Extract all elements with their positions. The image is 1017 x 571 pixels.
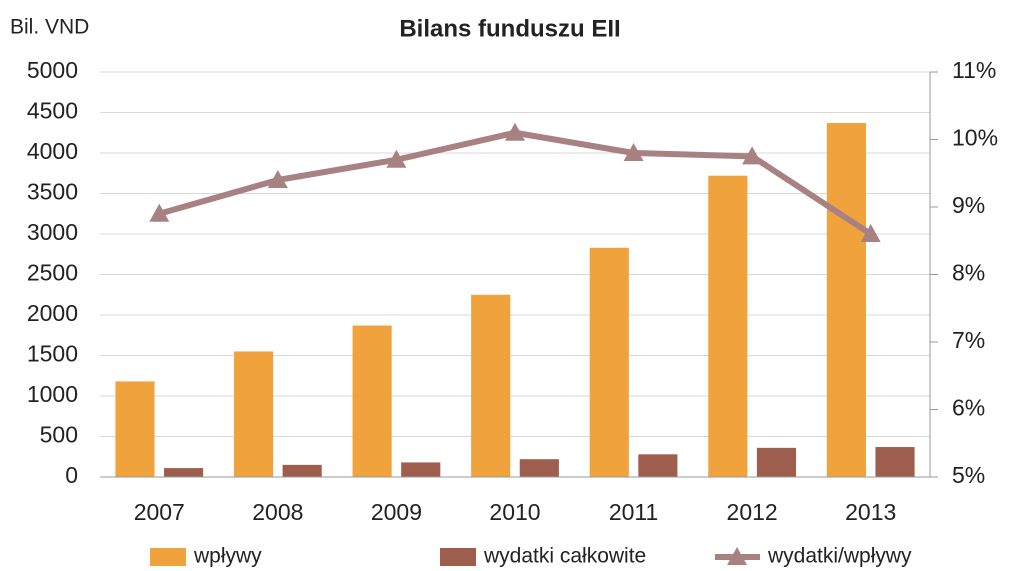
chart-title: Bilans funduszu EII — [399, 15, 620, 42]
y-tick-label: 2000 — [27, 300, 78, 326]
legend-marker — [727, 547, 747, 565]
y2-tick-label: 5% — [952, 462, 985, 488]
bar — [282, 464, 322, 477]
x-tick-label: 2007 — [134, 499, 185, 525]
line-marker — [742, 146, 763, 165]
line-marker — [386, 149, 407, 168]
bar — [638, 454, 678, 477]
line-marker — [623, 143, 644, 161]
x-tick-label: 2010 — [489, 499, 540, 525]
y-tick-label: 2500 — [27, 260, 78, 286]
line — [158, 129, 873, 237]
y2-tick-label: 10% — [952, 125, 998, 151]
y2-tick-label: 7% — [952, 327, 985, 353]
bar — [589, 247, 629, 477]
y-tick-label: 4000 — [27, 138, 78, 164]
bar — [164, 468, 204, 477]
x-tick-label: 2012 — [727, 499, 778, 525]
y-tick-label: 5000 — [27, 57, 78, 83]
legend-label: wydatki całkowite — [483, 545, 646, 568]
bar — [875, 447, 915, 477]
x-tick-label: 2011 — [609, 499, 658, 525]
bar — [756, 447, 797, 477]
y-tick-label: 0 — [65, 462, 78, 488]
y2-tick-label: 9% — [952, 192, 985, 218]
bar — [401, 462, 441, 477]
y2-tick-label: 11% — [952, 57, 996, 83]
y-tick-label: 500 — [40, 422, 78, 448]
x-tick-label: 2009 — [371, 499, 422, 525]
line-marker — [267, 170, 288, 188]
bar — [471, 294, 511, 477]
legend-label: wydatki/wpływy — [767, 545, 912, 568]
line-marker — [860, 224, 881, 242]
y-tick-label: 1500 — [27, 341, 78, 367]
y-axis-label: Bil. VND — [10, 16, 89, 39]
y2-tick-label: 8% — [952, 260, 985, 286]
legend-label: wpływy — [193, 545, 262, 568]
bar — [352, 325, 392, 477]
x-tick-label: 2013 — [845, 499, 896, 525]
y-tick-label: 3500 — [27, 179, 78, 205]
bar — [115, 381, 155, 477]
bar — [708, 175, 748, 477]
y-tick-label: 1000 — [27, 381, 78, 407]
bar — [233, 351, 274, 477]
legend-swatch — [150, 548, 186, 566]
bar — [519, 459, 559, 477]
y-tick-label: 3000 — [27, 219, 78, 245]
line-marker — [505, 122, 525, 141]
y-tick-label: 4500 — [27, 98, 78, 124]
x-tick-label: 2008 — [252, 499, 303, 525]
legend-swatch — [440, 548, 476, 566]
line-marker — [149, 203, 170, 222]
bar — [826, 123, 866, 477]
y2-tick-label: 6% — [952, 395, 985, 421]
